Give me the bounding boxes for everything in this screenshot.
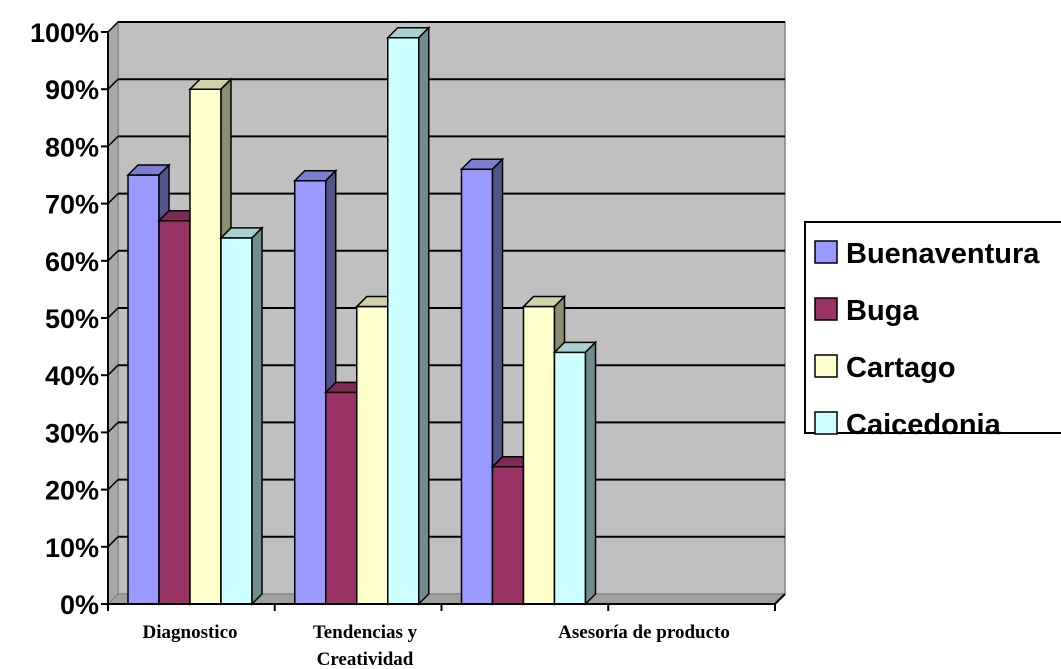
- category-label: Tendencias y Creatividad: [313, 622, 418, 669]
- bar-front: [522, 305, 556, 605]
- category-label: Asesoría de producto: [558, 622, 730, 643]
- gridline-side: [107, 193, 119, 205]
- bar-front: [220, 237, 253, 605]
- bar-front: [189, 88, 222, 605]
- legend-entry: Caicedonia: [846, 409, 1002, 441]
- bar-front: [491, 465, 525, 605]
- y-tick-label: 100%: [30, 18, 99, 48]
- bar: [552, 340, 598, 606]
- bar-side: [418, 25, 430, 606]
- legend-swatch: [814, 354, 838, 378]
- legend-entry: Buga: [846, 295, 919, 327]
- legend-entry: Buenaventura: [846, 238, 1040, 270]
- gridline-side: [107, 307, 119, 319]
- bar-front: [158, 220, 191, 605]
- gridline-side: [107, 135, 119, 147]
- gridline-side: [107, 364, 119, 376]
- y-tick-label: 10%: [45, 533, 99, 563]
- bar-front: [325, 391, 358, 605]
- legend-box: [804, 221, 1061, 434]
- x-axis: Diagnostico Tendencias y Creatividad Asesor…: [107, 593, 786, 669]
- gridline-side: [107, 78, 119, 90]
- gridline-side: [107, 250, 119, 262]
- y-axis: 0% 10% 20% 30% 40% 50% 60% 70% 80% 90% 100%: [30, 18, 109, 620]
- y-tick-label: 40%: [45, 361, 99, 391]
- y-tick-label: 0%: [60, 590, 99, 620]
- legend-swatch: [814, 297, 838, 321]
- legend-swatch: [814, 240, 838, 264]
- y-tick-label: 70%: [45, 190, 99, 220]
- y-tick-label: 60%: [45, 247, 99, 277]
- y-tick-label: 50%: [45, 304, 99, 334]
- legend: Buenaventura Buga Cartago Caicedonia: [804, 221, 1061, 441]
- category-label: Diagnostico: [143, 622, 238, 643]
- legend-entry: Cartago: [846, 352, 956, 384]
- bar-front: [294, 179, 327, 605]
- gridline-side: [107, 479, 119, 491]
- x-axis-end: [774, 593, 786, 605]
- bar-front: [127, 174, 160, 605]
- y-tick-label: 20%: [45, 476, 99, 506]
- gridline-side: [107, 21, 119, 33]
- y-tick-label: 90%: [45, 75, 99, 105]
- bar: [385, 25, 431, 606]
- bar: [219, 226, 264, 606]
- bar-front: [460, 168, 494, 605]
- bar-side: [251, 226, 263, 606]
- bar-front: [356, 305, 389, 605]
- bar-front: [387, 36, 420, 605]
- legend-swatch: [814, 411, 838, 435]
- gridline-side: [107, 536, 119, 548]
- y-tick-label: 30%: [45, 418, 99, 448]
- bar-side: [584, 340, 597, 606]
- bar-front: [553, 351, 587, 605]
- y-tick-label: 80%: [45, 132, 99, 162]
- gridline-side: [107, 421, 119, 433]
